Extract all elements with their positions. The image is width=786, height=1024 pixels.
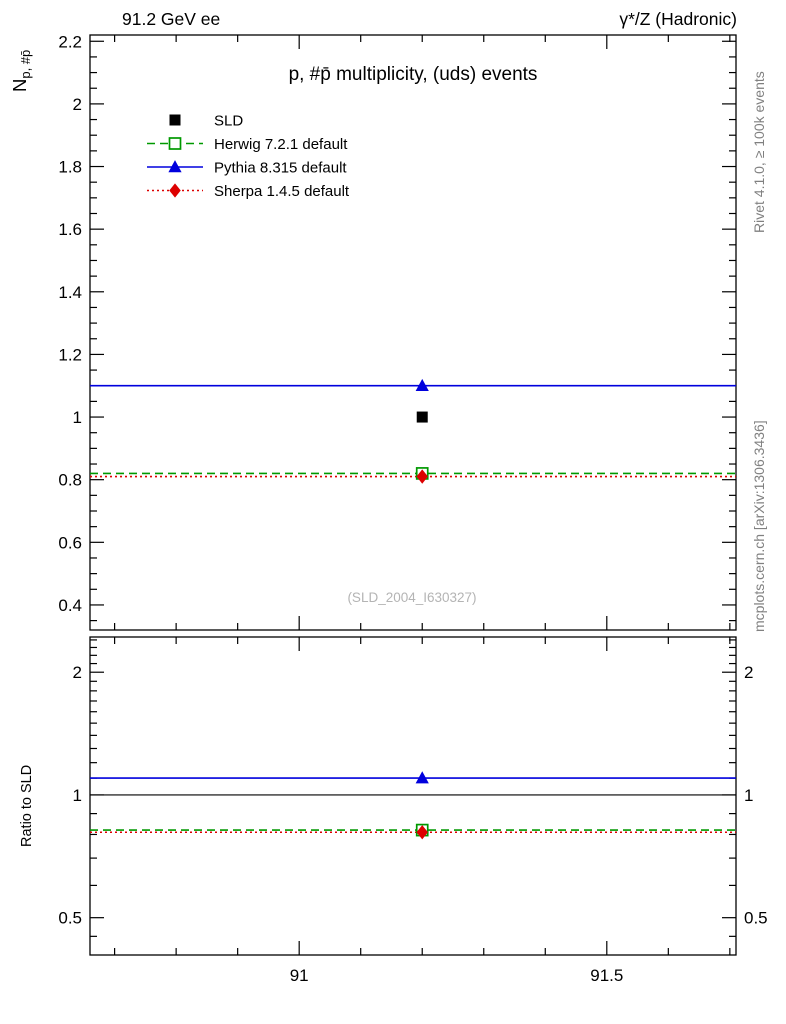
marker-diamond [416,825,428,840]
axis-ticks [90,637,736,955]
legend-label: Pythia 8.315 default [214,160,347,177]
y-axis-title: Np, #p̄ [9,50,33,92]
y-tick-label: 0.5 [58,909,82,928]
y-tick-label: 2 [73,95,82,114]
legend-label: SLD [214,113,243,130]
y-tick-label: 1.2 [58,345,82,364]
plot-frame [89,636,737,956]
y-tick-label: 2.2 [58,32,82,51]
y-tick-label: 0.4 [58,596,82,615]
y-tick-label: 1 [73,786,82,805]
marker-diamond [169,183,181,198]
legend-item: Herwig 7.2.1 default [147,136,348,153]
tick-labels: 0.5 0.5 1 1 2 2 91 91.5 [58,663,767,985]
main-panel: 0.4 0.6 0.8 1 1.2 1.4 1.6 1.8 2 2.2 [58,32,737,631]
x-tick-label: 91 [290,966,309,985]
marker-square-open [168,137,182,150]
marker-square-filled [416,411,428,423]
series-layer [90,771,736,840]
series-layer [90,378,736,484]
ratio-panel: 0.5 0.5 1 1 2 2 91 91.5 [58,636,768,985]
marker-square-filled [169,114,181,126]
axis-ticks [90,35,736,630]
y-axis-title-main: N [9,79,30,92]
legend-label: Sherpa 1.4.5 default [214,183,350,200]
marker-triangle [168,160,182,173]
legend-item: Pythia 8.315 default [147,160,347,177]
y-tick-label: 1.4 [58,283,82,302]
y-tick-label-right: 1 [744,786,753,805]
ratio-y-axis-title: Ratio to SLD [19,765,35,847]
mcplots-arxiv-label: mcplots.cern.ch [arXiv:1306.3436] [751,420,767,632]
x-tick-label: 91.5 [590,966,623,985]
y-tick-label: 2 [73,663,82,682]
y-axis-title-sub: p, #p̄ [18,50,33,79]
y-tick-label-right: 0.5 [744,909,768,928]
rivet-version-label: Rivet 4.1.0, ≥ 100k events [751,71,767,233]
generated-plot-layers: 0.4 0.6 0.8 1 1.2 1.4 1.6 1.8 2 2.2 0.5 0.5 1 1 2 2 91 91… [58,32,767,985]
tick-labels: 0.4 0.6 0.8 1 1.2 1.4 1.6 1.8 2 2.2 [58,32,82,615]
legend-label: Herwig 7.2.1 default [214,136,348,153]
analysis-id-watermark: (SLD_2004_I630327) [347,590,476,605]
y-tick-label: 1.6 [58,220,82,239]
y-tick-label: 0.6 [58,533,82,552]
marker-triangle [415,378,429,392]
header-beam-energy: 91.2 GeV ee [122,9,220,29]
legend-item: SLD [169,113,243,130]
header-process: γ*/Z (Hadronic) [619,9,737,29]
legend: SLD Herwig 7.2.1 default Pythia 8.315 defa… [147,113,350,200]
y-tick-label: 0.8 [58,471,82,490]
legend-item: Sherpa 1.4.5 default [147,183,350,200]
plot-title: p, #p̄ multiplicity, (uds) events [289,64,538,85]
marker-diamond [416,469,428,484]
marker-triangle [415,771,429,784]
y-tick-label-right: 2 [744,663,753,682]
y-tick-label: 1 [73,408,82,427]
y-tick-label: 1.8 [58,158,82,177]
plot-frame [89,34,737,631]
